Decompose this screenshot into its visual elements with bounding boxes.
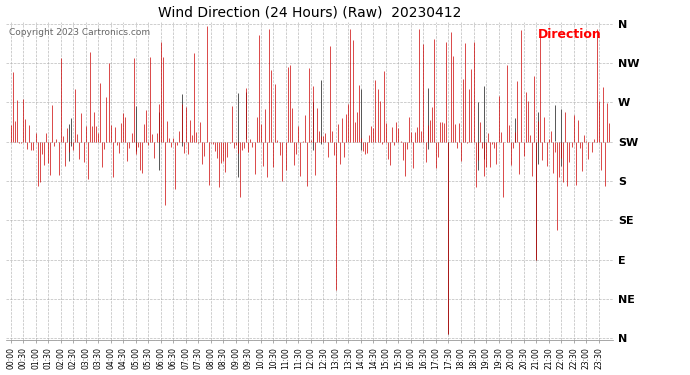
Text: Copyright 2023 Cartronics.com: Copyright 2023 Cartronics.com	[10, 28, 150, 38]
Title: Wind Direction (24 Hours) (Raw)  20230412: Wind Direction (24 Hours) (Raw) 20230412	[158, 6, 462, 20]
Text: Direction: Direction	[538, 28, 601, 42]
